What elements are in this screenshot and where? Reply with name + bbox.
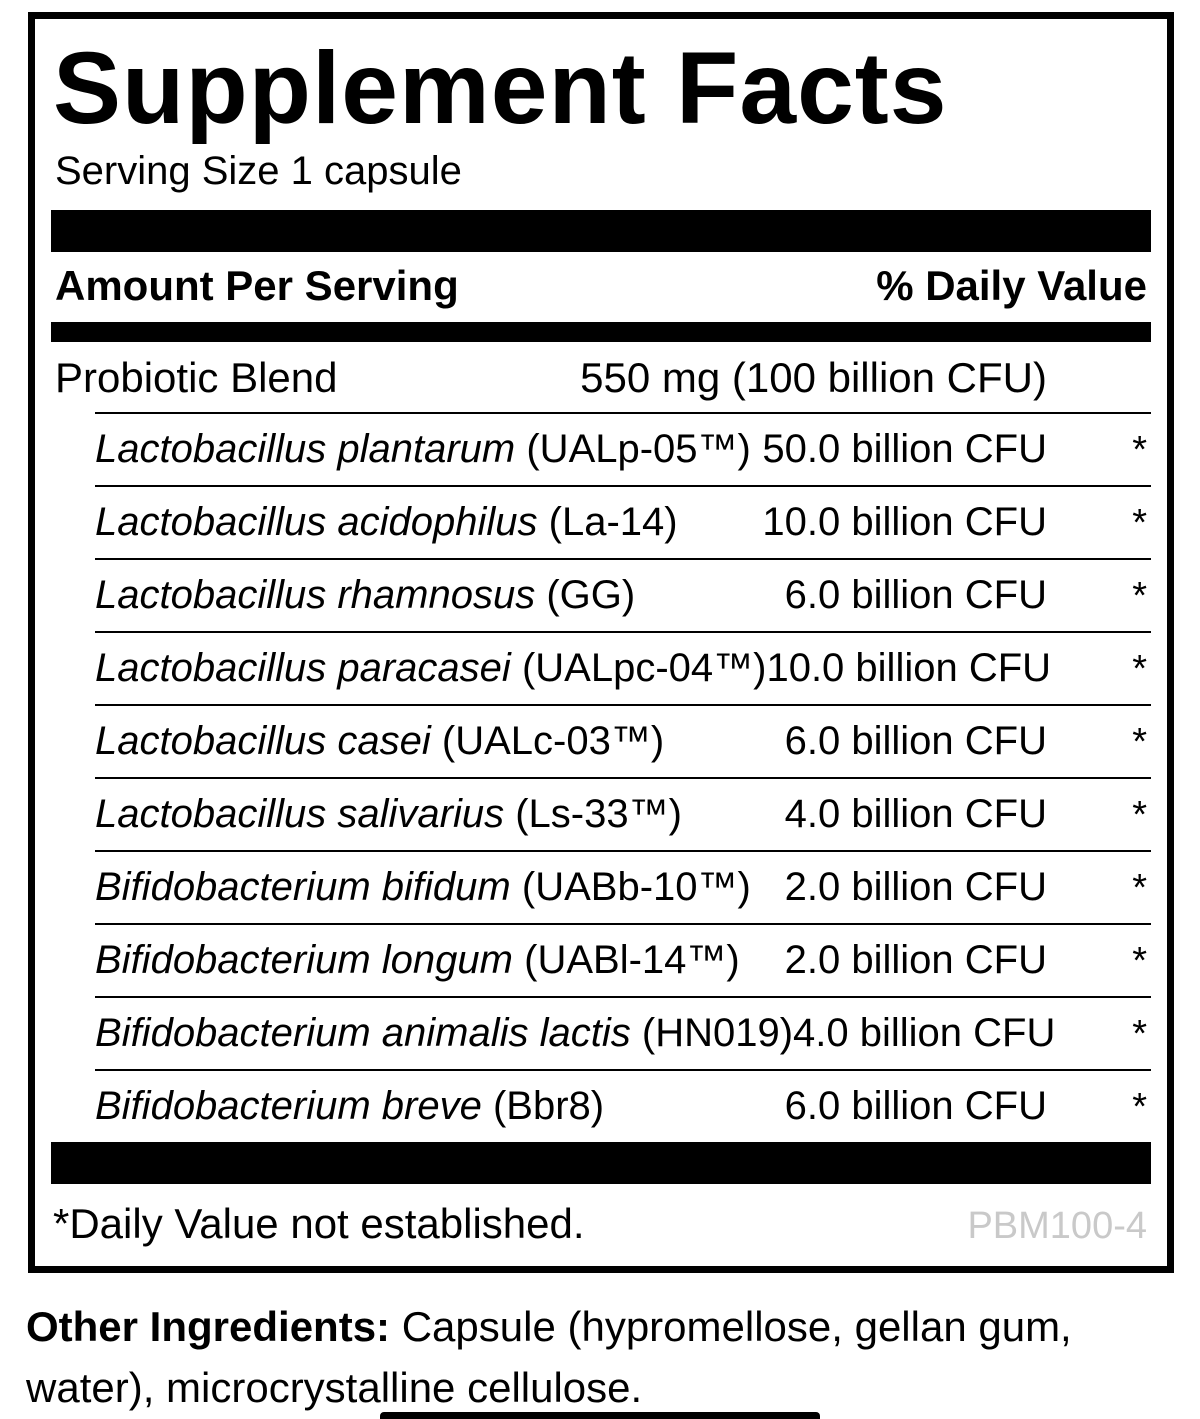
ingredient-strain: (Ls-33™) xyxy=(515,792,682,836)
ingredient-amount: 10.0 billion CFU xyxy=(762,500,1047,544)
ingredient-species: Lactobacillus plantarum xyxy=(95,427,516,471)
ingredient-name: Bifidobacterium animalis lactis (HN019) xyxy=(95,1011,793,1056)
serving-size: Serving Size 1 capsule xyxy=(55,149,462,193)
ingredient-amount: 4.0 billion CFU xyxy=(784,792,1047,836)
ingredient-row: Lactobacillus paracasei (UALpc-04™) 10.0… xyxy=(95,631,1151,704)
ingredient-row: Lactobacillus plantarum (UALp-05™) 50.0 … xyxy=(95,412,1151,485)
amount-per-serving-header: Amount Per Serving xyxy=(55,262,459,309)
ingredient-strain: (UALp-05™) xyxy=(526,427,751,471)
divider-bar-header xyxy=(51,322,1151,342)
ingredient-species: Lactobacillus paracasei xyxy=(95,646,511,690)
ingredient-strain: (GG) xyxy=(546,573,636,617)
divider-bar-bottom xyxy=(51,1142,1151,1184)
ingredient-species: Lactobacillus acidophilus xyxy=(95,500,538,544)
ingredient-strain: (HN019) xyxy=(641,1011,794,1055)
supplement-facts-panel: Supplement Facts Serving Size 1 capsule … xyxy=(28,12,1174,1273)
ingredient-strain: (UABl-14™) xyxy=(524,938,740,982)
ingredient-species: Bifidobacterium bifidum xyxy=(95,865,511,909)
ingredient-row: Lactobacillus salivarius (Ls-33™) 4.0 bi… xyxy=(95,777,1151,850)
product-code: PBM100-4 xyxy=(967,1205,1147,1247)
ingredient-dv: * xyxy=(1132,1013,1147,1055)
other-ingredients-label: Other Ingredients: xyxy=(26,1303,391,1350)
ingredient-amount: 4.0 billion CFU xyxy=(793,1011,1056,1055)
ingredient-name: Lactobacillus salivarius (Ls-33™) xyxy=(95,792,682,837)
daily-value-header: % Daily Value xyxy=(876,262,1147,309)
ingredient-name: Lactobacillus casei (UALc-03™) xyxy=(95,719,664,764)
ingredient-strain: (UABb-10™) xyxy=(521,865,751,909)
ingredient-row: Lactobacillus acidophilus (La-14) 10.0 b… xyxy=(95,485,1151,558)
ingredient-species: Lactobacillus salivarius xyxy=(95,792,505,836)
ingredient-row: Bifidobacterium animalis lactis (HN019) … xyxy=(95,996,1151,1069)
ingredient-row: Bifidobacterium breve (Bbr8) 6.0 billion… xyxy=(95,1069,1151,1142)
ingredient-amount: 2.0 billion CFU xyxy=(784,865,1047,909)
daily-value-footnote: *Daily Value not established. xyxy=(53,1200,585,1247)
ingredient-species: Bifidobacterium animalis lactis xyxy=(95,1011,631,1055)
ingredient-strain: (UALpc-04™) xyxy=(521,646,767,690)
ingredient-amount: 6.0 billion CFU xyxy=(784,719,1047,763)
ingredient-row: Lactobacillus rhamnosus (GG) 6.0 billion… xyxy=(95,558,1151,631)
blend-name: Probiotic Blend xyxy=(55,354,338,401)
ingredient-name: Bifidobacterium breve (Bbr8) xyxy=(95,1084,604,1129)
ingredient-dv: * xyxy=(1132,575,1147,617)
ingredient-amount: 2.0 billion CFU xyxy=(784,938,1047,982)
divider-bar-top xyxy=(51,210,1151,252)
ingredient-species: Bifidobacterium breve xyxy=(95,1084,482,1128)
footnote-row: *Daily Value not established. PBM100-4 xyxy=(51,1184,1151,1266)
blend-row: Probiotic Blend 550 mg (100 billion CFU) xyxy=(51,342,1151,412)
ingredient-list: Lactobacillus plantarum (UALp-05™) 50.0 … xyxy=(51,412,1151,1142)
ingredient-dv: * xyxy=(1132,940,1147,982)
partial-element-bottom xyxy=(380,1411,820,1419)
ingredient-amount: 50.0 billion CFU xyxy=(762,427,1047,471)
ingredient-strain: (La-14) xyxy=(548,500,678,544)
ingredient-dv: * xyxy=(1132,1086,1147,1128)
ingredient-species: Bifidobacterium longum xyxy=(95,938,513,982)
ingredient-dv: * xyxy=(1132,721,1147,763)
ingredient-dv: * xyxy=(1132,429,1147,471)
ingredient-name: Lactobacillus rhamnosus (GG) xyxy=(95,573,635,618)
ingredient-strain: (UALc-03™) xyxy=(441,719,665,763)
ingredient-row: Bifidobacterium longum (UABl-14™) 2.0 bi… xyxy=(95,923,1151,996)
ingredient-dv: * xyxy=(1132,502,1147,544)
blend-amount: 550 mg (100 billion CFU) xyxy=(580,354,1047,401)
ingredient-dv: * xyxy=(1132,794,1147,836)
ingredient-species: Lactobacillus rhamnosus xyxy=(95,573,536,617)
other-ingredients: Other Ingredients: Capsule (hypromellose… xyxy=(26,1297,1160,1419)
ingredient-strain: (Bbr8) xyxy=(492,1084,605,1128)
ingredient-species: Lactobacillus casei xyxy=(95,719,431,763)
ingredient-amount: 6.0 billion CFU xyxy=(784,573,1047,617)
ingredient-dv: * xyxy=(1132,648,1147,690)
ingredient-amount: 10.0 billion CFU xyxy=(766,646,1052,690)
ingredient-name: Lactobacillus paracasei (UALpc-04™) xyxy=(95,646,766,691)
ingredient-row: Bifidobacterium bifidum (UABb-10™) 2.0 b… xyxy=(95,850,1151,923)
ingredient-name: Lactobacillus acidophilus (La-14) xyxy=(95,500,678,545)
ingredient-dv: * xyxy=(1132,867,1147,909)
other-ingredients-text: Capsule (hypromellose, gellan gum, water… xyxy=(26,1303,1072,1411)
ingredient-name: Bifidobacterium longum (UABl-14™) xyxy=(95,938,740,983)
ingredient-name: Lactobacillus plantarum (UALp-05™) xyxy=(95,427,751,472)
ingredient-name: Bifidobacterium bifidum (UABb-10™) xyxy=(95,865,751,910)
ingredient-amount: 6.0 billion CFU xyxy=(784,1084,1047,1128)
column-header-row: Amount Per Serving % Daily Value xyxy=(51,252,1151,322)
ingredient-row: Lactobacillus casei (UALc-03™) 6.0 billi… xyxy=(95,704,1151,777)
panel-title: Supplement Facts xyxy=(53,31,948,145)
